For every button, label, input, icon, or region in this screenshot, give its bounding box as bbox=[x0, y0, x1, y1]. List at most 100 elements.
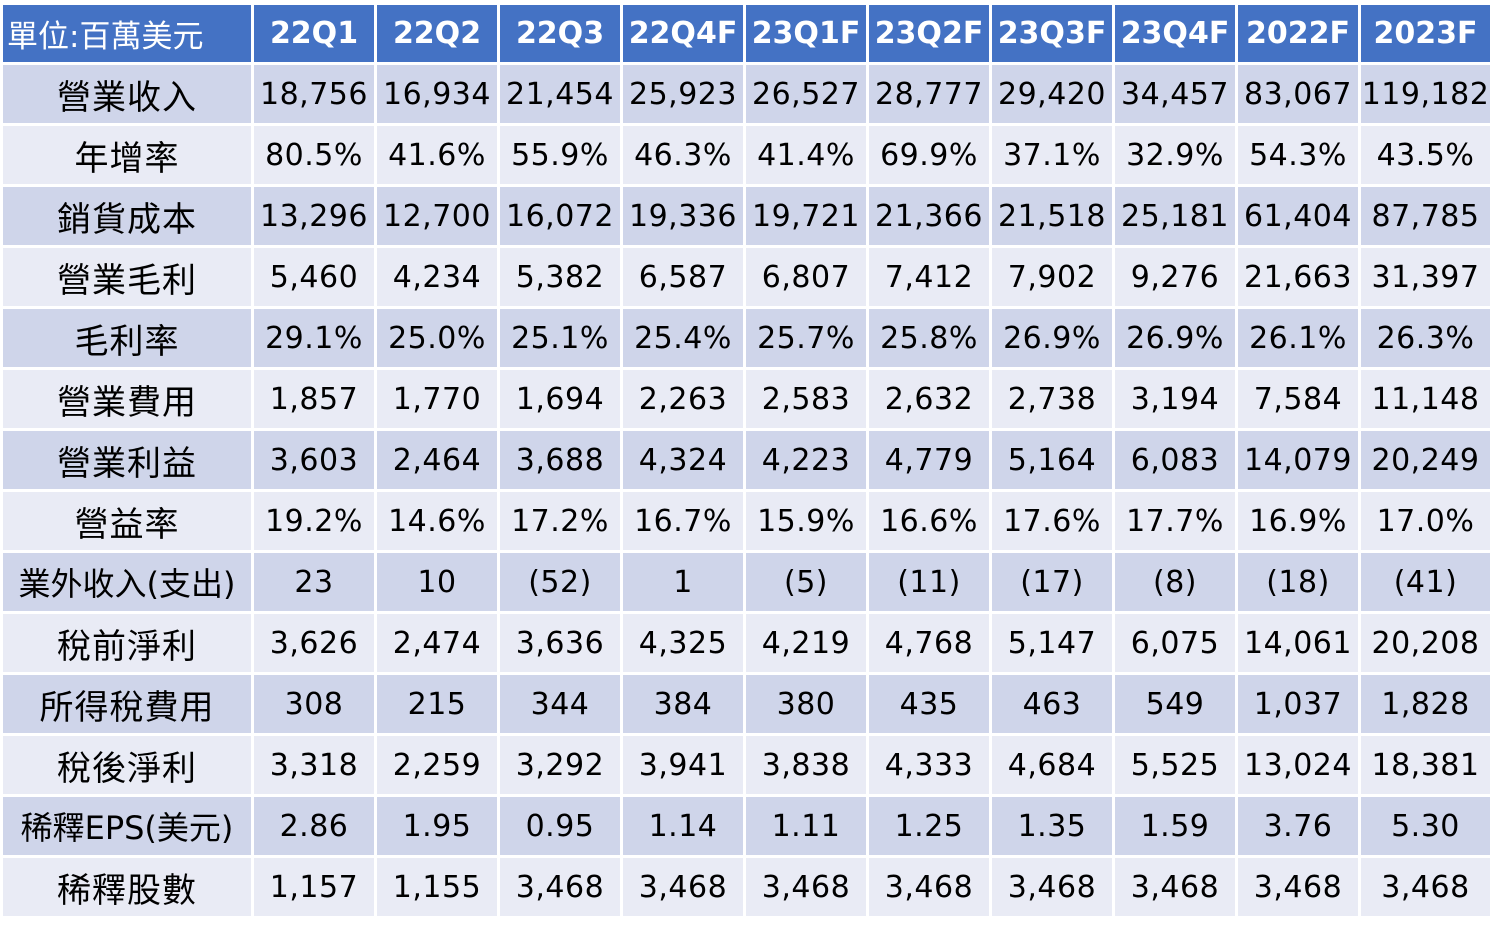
table-cell: 17.2% bbox=[500, 492, 620, 550]
table-cell: 19,721 bbox=[746, 187, 866, 245]
table-cell: 31,397 bbox=[1361, 248, 1490, 306]
table-cell: 1.59 bbox=[1115, 797, 1235, 855]
table-cell: 549 bbox=[1115, 675, 1235, 733]
table-cell: 2,583 bbox=[746, 370, 866, 428]
table-cell: 3,468 bbox=[746, 858, 866, 916]
table-cell: 4,234 bbox=[377, 248, 497, 306]
table-cell: 3,468 bbox=[500, 858, 620, 916]
table-cell: 13,024 bbox=[1238, 736, 1358, 794]
table-row: 毛利率 29.1% 25.0% 25.1% 25.4% 25.7% 25.8% 26.9% 26… bbox=[3, 309, 1490, 367]
table-cell: 25.1% bbox=[500, 309, 620, 367]
table-cell: 16,934 bbox=[377, 65, 497, 123]
table-row: 營益率 19.2% 14.6% 17.2% 16.7% 15.9% 16.6% 17.6% 17… bbox=[3, 492, 1490, 550]
table-cell: 25,181 bbox=[1115, 187, 1235, 245]
row-label: 稅前淨利 bbox=[3, 614, 251, 672]
table-cell: 26.1% bbox=[1238, 309, 1358, 367]
table-cell: 29,420 bbox=[992, 65, 1112, 123]
table-cell: 26,527 bbox=[746, 65, 866, 123]
table-cell: 2,464 bbox=[377, 431, 497, 489]
table-cell: 1.14 bbox=[623, 797, 743, 855]
table-cell: 17.7% bbox=[1115, 492, 1235, 550]
table-row: 業外收入(支出) 23 10 (52) 1 (5) (11) (17) (8) (18) (41) bbox=[3, 553, 1490, 611]
table-cell: 2,738 bbox=[992, 370, 1112, 428]
table-cell: 2,263 bbox=[623, 370, 743, 428]
table-cell: (11) bbox=[869, 553, 989, 611]
table-cell: 16.7% bbox=[623, 492, 743, 550]
table-cell: 20,208 bbox=[1361, 614, 1490, 672]
table-cell: 15.9% bbox=[746, 492, 866, 550]
table-row: 稀釋EPS(美元) 2.86 1.95 0.95 1.14 1.11 1.25 1.35 1.5… bbox=[3, 797, 1490, 855]
table-cell: 21,366 bbox=[869, 187, 989, 245]
table-cell: 46.3% bbox=[623, 126, 743, 184]
table-cell: 4,684 bbox=[992, 736, 1112, 794]
column-header: 22Q2 bbox=[377, 5, 497, 62]
row-label: 營益率 bbox=[3, 492, 251, 550]
table-cell: 43.5% bbox=[1361, 126, 1490, 184]
table-body: 營業收入 18,756 16,934 21,454 25,923 26,527 28,777… bbox=[3, 65, 1490, 916]
table-cell: 5,147 bbox=[992, 614, 1112, 672]
table-cell: 4,325 bbox=[623, 614, 743, 672]
table-cell: 7,584 bbox=[1238, 370, 1358, 428]
table-cell: 4,223 bbox=[746, 431, 866, 489]
table-cell: 11,148 bbox=[1361, 370, 1490, 428]
table-row: 營業利益 3,603 2,464 3,688 4,324 4,223 4,779 5,164 6… bbox=[3, 431, 1490, 489]
table-cell: 21,663 bbox=[1238, 248, 1358, 306]
table-cell: 80.5% bbox=[254, 126, 374, 184]
table-cell: 23 bbox=[254, 553, 374, 611]
table-row: 稀釋股數 1,157 1,155 3,468 3,468 3,468 3,468 3,468 3… bbox=[3, 858, 1490, 916]
table-cell: 1.35 bbox=[992, 797, 1112, 855]
table-cell: 3,194 bbox=[1115, 370, 1235, 428]
table-row: 稅後淨利 3,318 2,259 3,292 3,941 3,838 4,333 4,684 5… bbox=[3, 736, 1490, 794]
table-cell: 16,072 bbox=[500, 187, 620, 245]
table-cell: 28,777 bbox=[869, 65, 989, 123]
row-label: 營業費用 bbox=[3, 370, 251, 428]
table-cell: 6,807 bbox=[746, 248, 866, 306]
table-row: 銷貨成本 13,296 12,700 16,072 19,336 19,721 21,366… bbox=[3, 187, 1490, 245]
table-cell: 3,468 bbox=[1361, 858, 1490, 916]
row-label: 所得稅費用 bbox=[3, 675, 251, 733]
table-cell: 5.30 bbox=[1361, 797, 1490, 855]
table-cell: 18,381 bbox=[1361, 736, 1490, 794]
table-cell: 6,083 bbox=[1115, 431, 1235, 489]
table-row: 營業費用 1,857 1,770 1,694 2,263 2,583 2,632 2,738 3… bbox=[3, 370, 1490, 428]
table-cell: 41.4% bbox=[746, 126, 866, 184]
table-cell: (8) bbox=[1115, 553, 1235, 611]
table-cell: 41.6% bbox=[377, 126, 497, 184]
table-cell: 1,857 bbox=[254, 370, 374, 428]
row-label: 營業收入 bbox=[3, 65, 251, 123]
table-cell: 3,636 bbox=[500, 614, 620, 672]
table-cell: 4,333 bbox=[869, 736, 989, 794]
table-cell: 14,079 bbox=[1238, 431, 1358, 489]
table-cell: 13,296 bbox=[254, 187, 374, 245]
table-cell: 69.9% bbox=[869, 126, 989, 184]
table-cell: 1 bbox=[623, 553, 743, 611]
table-cell: 463 bbox=[992, 675, 1112, 733]
row-label: 營業利益 bbox=[3, 431, 251, 489]
table-cell: 2,474 bbox=[377, 614, 497, 672]
column-header: 22Q3 bbox=[500, 5, 620, 62]
column-header: 22Q4F bbox=[623, 5, 743, 62]
table-cell: 7,412 bbox=[869, 248, 989, 306]
table-cell: 3,318 bbox=[254, 736, 374, 794]
table-cell: 344 bbox=[500, 675, 620, 733]
row-label: 稀釋股數 bbox=[3, 858, 251, 916]
table-cell: 4,324 bbox=[623, 431, 743, 489]
table-cell: 14.6% bbox=[377, 492, 497, 550]
table-cell: 29.1% bbox=[254, 309, 374, 367]
table-cell: 7,902 bbox=[992, 248, 1112, 306]
row-label: 年增率 bbox=[3, 126, 251, 184]
table-cell: 3,468 bbox=[1238, 858, 1358, 916]
table-cell: 1,037 bbox=[1238, 675, 1358, 733]
unit-label: 單位:百萬美元 bbox=[3, 5, 251, 62]
table-cell: 25.8% bbox=[869, 309, 989, 367]
table-cell: 2.86 bbox=[254, 797, 374, 855]
table-cell: 25.7% bbox=[746, 309, 866, 367]
header-row: 單位:百萬美元 22Q1 22Q2 22Q3 22Q4F 23Q1F 23Q2F 23Q3F… bbox=[3, 5, 1490, 62]
table-cell: 26.9% bbox=[992, 309, 1112, 367]
table-cell: 14,061 bbox=[1238, 614, 1358, 672]
table-cell: 54.3% bbox=[1238, 126, 1358, 184]
table-cell: 215 bbox=[377, 675, 497, 733]
table-header: 單位:百萬美元 22Q1 22Q2 22Q3 22Q4F 23Q1F 23Q2F 23Q3F… bbox=[3, 5, 1490, 62]
table-cell: 87,785 bbox=[1361, 187, 1490, 245]
table-cell: 10 bbox=[377, 553, 497, 611]
